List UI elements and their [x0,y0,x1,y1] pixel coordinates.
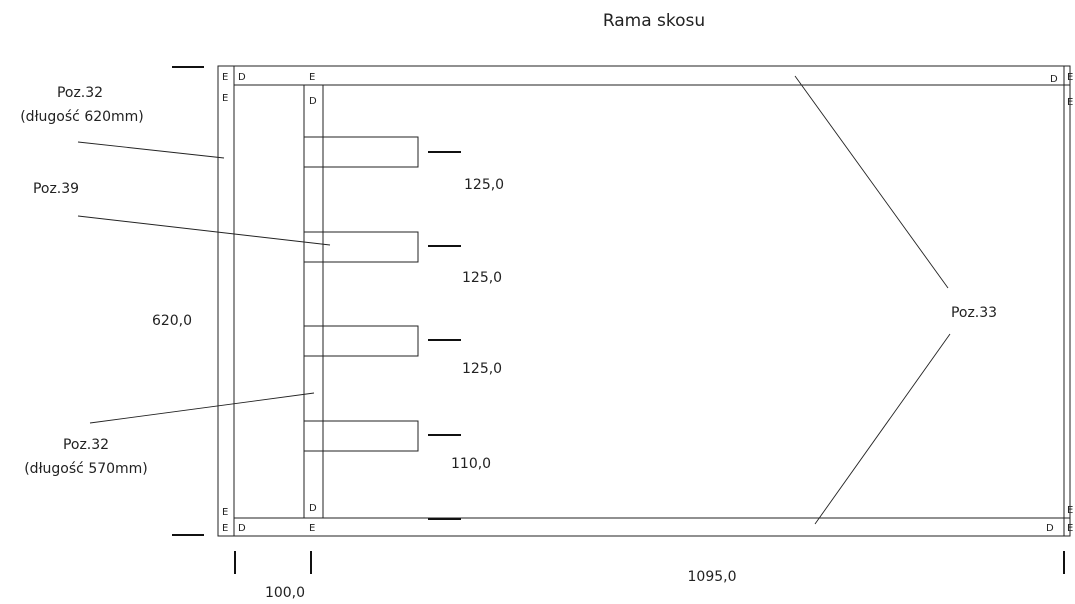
leader-poz32-short [89,392,315,424]
leader-poz32-long [77,141,225,159]
width-dimension: 1095,0 [688,569,737,585]
joint-mark-d: D [238,72,246,83]
label-poz32-long-length: (długość 620mm) [20,109,144,125]
outer-frame [217,65,1071,537]
batten-4 [303,420,419,452]
label-poz32-long: Poz.32 [57,85,103,101]
joint-mark-e: E [222,523,228,534]
joint-mark-e: E [1067,97,1073,108]
joint-mark-d: D [1050,74,1058,85]
joint-mark-e: E [1067,523,1073,534]
leader-poz33-bottom [814,333,951,525]
batten-1 [303,136,419,168]
joint-mark-e: E [1067,505,1073,516]
drawing-title: Rama skosu [603,11,705,31]
inner-vertical-post [303,84,324,519]
batten-3 [303,325,419,357]
joint-mark-d: D [238,523,246,534]
joint-mark-e: E [309,72,315,83]
joint-mark-e: E [222,93,228,104]
label-poz33: Poz.33 [951,305,997,321]
height-dimension: 620,0 [152,313,192,329]
label-poz39: Poz.39 [33,181,79,197]
joint-mark-d: D [309,96,317,107]
label-poz32-short: Poz.32 [63,437,109,453]
joint-mark-e: E [222,72,228,83]
label-poz32-short-length: (długość 570mm) [24,461,148,477]
joint-mark-e: E [1067,72,1073,83]
spacing-label: 125,0 [464,177,504,193]
joint-mark-d: D [1046,523,1054,534]
leader-poz33-top [794,75,949,289]
batten-2 [303,231,419,263]
joint-mark-e: E [309,523,315,534]
offset-dimension: 100,0 [265,585,305,601]
joint-mark-e: E [222,507,228,518]
spacing-label: 110,0 [451,456,491,472]
joint-mark-d: D [309,503,317,514]
leader-poz39 [77,215,331,246]
spacing-label: 125,0 [462,361,502,377]
spacing-label: 125,0 [462,270,502,286]
